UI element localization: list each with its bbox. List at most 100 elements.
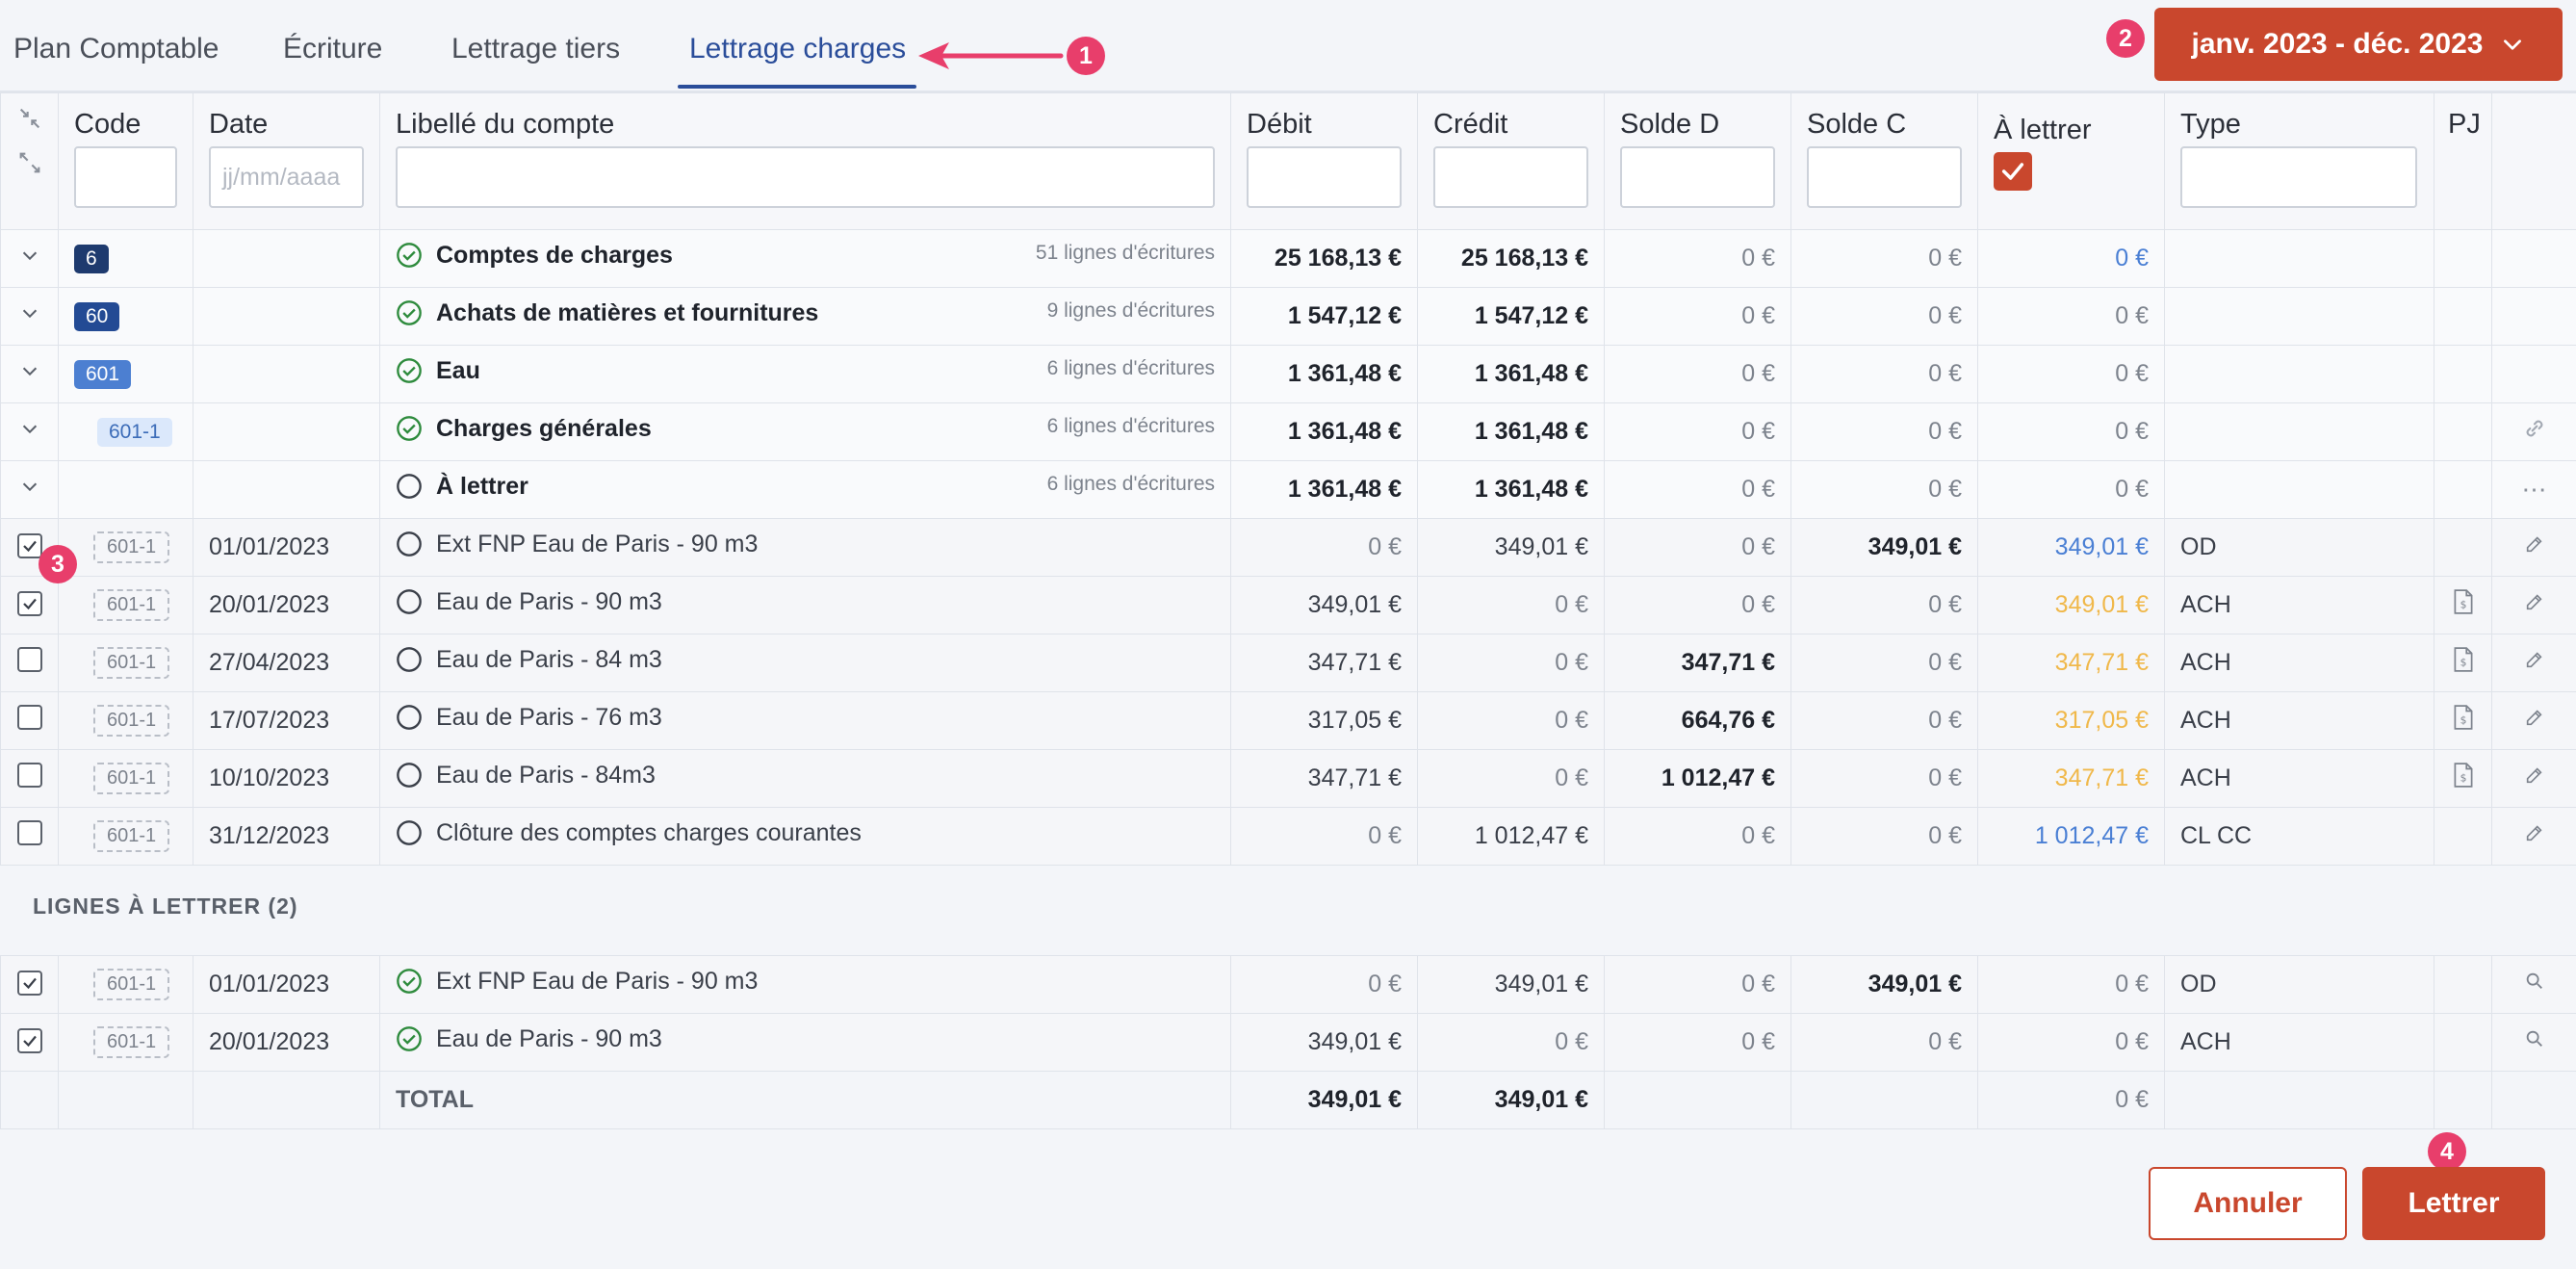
credit-filter-input[interactable] xyxy=(1433,146,1588,208)
search-icon[interactable] xyxy=(2524,971,2545,992)
entry-row[interactable]: 601-1 01/01/2023 Ext FNP Eau de Paris - … xyxy=(0,518,2576,577)
code-filter-input[interactable] xyxy=(74,146,177,208)
credit-cell: 25 168,13 € xyxy=(1417,229,1605,288)
chevron-down-icon[interactable] xyxy=(19,360,40,381)
entry-row[interactable]: 601-1 20/01/2023 Eau de Paris - 90 m3 34… xyxy=(0,576,2576,634)
invoice-attachment-icon[interactable]: $ xyxy=(2453,704,2474,731)
solde-d-filter-input[interactable] xyxy=(1620,146,1775,208)
solde-d-cell: 1 012,47 € xyxy=(1604,749,1791,808)
a-lettrer-filter-checkbox[interactable] xyxy=(1994,152,2032,191)
a-lettrer-cell: 0 € xyxy=(1977,229,2165,288)
row-checkbox-checked[interactable] xyxy=(16,1028,42,1053)
search-icon[interactable] xyxy=(2524,1028,2545,1049)
date-cell: 01/01/2023 xyxy=(193,518,380,577)
tab-lettrage-tiers[interactable]: Lettrage tiers xyxy=(451,33,621,65)
marker-3: 3 xyxy=(39,545,77,583)
tab-ecriture[interactable]: Écriture xyxy=(283,33,383,65)
collapse-all-icon[interactable] xyxy=(16,105,43,132)
cancel-button[interactable]: Annuler xyxy=(2149,1167,2347,1240)
invoice-attachment-icon[interactable]: $ xyxy=(2453,588,2474,615)
solde-d-cell: 664,76 € xyxy=(1604,691,1791,750)
row-checkbox[interactable] xyxy=(16,820,42,845)
solde-c-cell: 0 € xyxy=(1790,402,1978,461)
libelle-filter-input[interactable] xyxy=(396,146,1215,208)
col-pj: PJ xyxy=(2434,92,2492,230)
edit-icon[interactable] xyxy=(2524,649,2545,670)
col-libelle-label: Libellé du compte xyxy=(396,109,615,140)
edit-icon[interactable] xyxy=(2524,591,2545,612)
row-checkbox-checked[interactable] xyxy=(16,533,42,558)
lettrer-button[interactable]: Lettrer xyxy=(2362,1167,2545,1240)
selected-lines-table: 601-1 01/01/2023 Ext FNP Eau de Paris - … xyxy=(0,955,2576,1129)
solde-c-cell: 349,01 € xyxy=(1790,518,1978,577)
row-checkbox-checked[interactable] xyxy=(16,971,42,996)
tab-plan-comptable[interactable]: Plan Comptable xyxy=(13,33,219,65)
debit-cell: 349,01 € xyxy=(1230,1013,1418,1072)
invoice-attachment-icon[interactable]: $ xyxy=(2453,762,2474,789)
entry-row[interactable]: 601-1 17/07/2023 Eau de Paris - 76 m3 31… xyxy=(0,691,2576,750)
solde-c-cell: 0 € xyxy=(1790,345,1978,403)
type-filter-input[interactable] xyxy=(2180,146,2417,208)
entry-label: Eau de Paris - 90 m3 xyxy=(436,1024,662,1052)
col-solde-c-label: Solde C xyxy=(1807,109,1907,140)
chevron-down-icon[interactable] xyxy=(19,302,40,324)
edit-icon[interactable] xyxy=(2524,822,2545,843)
section-title-lignes-a-lettrer: LIGNES À LETTRER (2) xyxy=(33,893,298,919)
edit-icon[interactable] xyxy=(2524,533,2545,555)
account-badge: 6 xyxy=(74,245,109,273)
a-lettrer-cell: 349,01 € xyxy=(1977,518,2165,577)
marker-4: 4 xyxy=(2428,1132,2466,1171)
chevron-down-icon[interactable] xyxy=(19,418,40,439)
invoice-attachment-icon[interactable]: $ xyxy=(2453,646,2474,673)
group-row[interactable]: À lettrer 6 lignes d'écritures 1 361,48 €… xyxy=(0,460,2576,519)
col-code-label: Code xyxy=(74,109,142,140)
entry-row[interactable]: 601-1 10/10/2023 Eau de Paris - 84m3 347… xyxy=(0,749,2576,808)
debit-cell: 25 168,13 € xyxy=(1230,229,1418,288)
credit-cell: 349,01 € xyxy=(1417,955,1605,1014)
arrow-annotation-icon xyxy=(918,42,1064,69)
date-cell: 20/01/2023 xyxy=(193,576,380,634)
col-libelle: Libellé du compte xyxy=(379,92,1231,230)
total-credit: 349,01 € xyxy=(1417,1071,1605,1129)
type-cell: ACH xyxy=(2164,691,2434,750)
svg-text:$: $ xyxy=(2460,656,2466,668)
row-checkbox[interactable] xyxy=(16,705,42,730)
selected-row[interactable]: 601-1 20/01/2023 Eau de Paris - 90 m3 34… xyxy=(0,1013,2576,1072)
credit-cell: 1 547,12 € xyxy=(1417,287,1605,346)
group-row[interactable]: 601 Eau 6 lignes d'écritures 1 361,48 € 1… xyxy=(0,345,2576,403)
link-icon[interactable] xyxy=(2521,415,2548,442)
expand-all-icon[interactable] xyxy=(16,149,43,176)
chevron-down-icon[interactable] xyxy=(19,245,40,266)
total-label: TOTAL xyxy=(379,1071,1231,1129)
entry-row[interactable]: 601-1 31/12/2023 Clôture des comptes cha… xyxy=(0,807,2576,866)
account-badge: 601-1 xyxy=(93,589,170,621)
solde-c-filter-input[interactable] xyxy=(1807,146,1962,208)
edit-icon[interactable] xyxy=(2524,707,2545,728)
col-actions xyxy=(2491,92,2576,230)
solde-c-cell: 0 € xyxy=(1790,460,1978,519)
selected-row[interactable]: 601-1 01/01/2023 Ext FNP Eau de Paris - … xyxy=(0,955,2576,1014)
group-row[interactable]: 60 Achats de matières et fournitures 9 li… xyxy=(0,287,2576,346)
group-row[interactable]: 601-1 Charges générales 6 lignes d'écritu… xyxy=(0,402,2576,461)
circle-icon xyxy=(397,647,422,673)
a-lettrer-cell: 0 € xyxy=(1977,287,2165,346)
total-row: TOTAL 349,01 € 349,01 € 0 € xyxy=(0,1071,2576,1129)
col-credit: Crédit xyxy=(1417,92,1605,230)
group-row[interactable]: 6 Comptes de charges 51 lignes d'écriture… xyxy=(0,229,2576,288)
row-checkbox[interactable] xyxy=(16,647,42,672)
entry-label: Clôture des comptes charges courantes xyxy=(436,818,862,846)
solde-c-cell: 0 € xyxy=(1790,634,1978,692)
entry-label: Eau de Paris - 76 m3 xyxy=(436,703,662,731)
debit-filter-input[interactable] xyxy=(1247,146,1402,208)
entry-label: Ext FNP Eau de Paris - 90 m3 xyxy=(436,530,759,557)
row-checkbox-checked[interactable] xyxy=(16,591,42,616)
more-icon[interactable]: ⋯ xyxy=(2491,460,2576,519)
tab-lettrage-charges[interactable]: Lettrage charges xyxy=(689,33,907,65)
edit-icon[interactable] xyxy=(2524,764,2545,786)
row-checkbox[interactable] xyxy=(16,763,42,788)
debit-cell: 347,71 € xyxy=(1230,749,1418,808)
date-range-dropdown[interactable]: janv. 2023 - déc. 2023 xyxy=(2154,8,2563,81)
date-filter-input[interactable]: jj/mm/aaaa xyxy=(209,146,364,208)
entry-row[interactable]: 601-1 27/04/2023 Eau de Paris - 84 m3 34… xyxy=(0,634,2576,692)
chevron-down-icon[interactable] xyxy=(19,476,40,497)
